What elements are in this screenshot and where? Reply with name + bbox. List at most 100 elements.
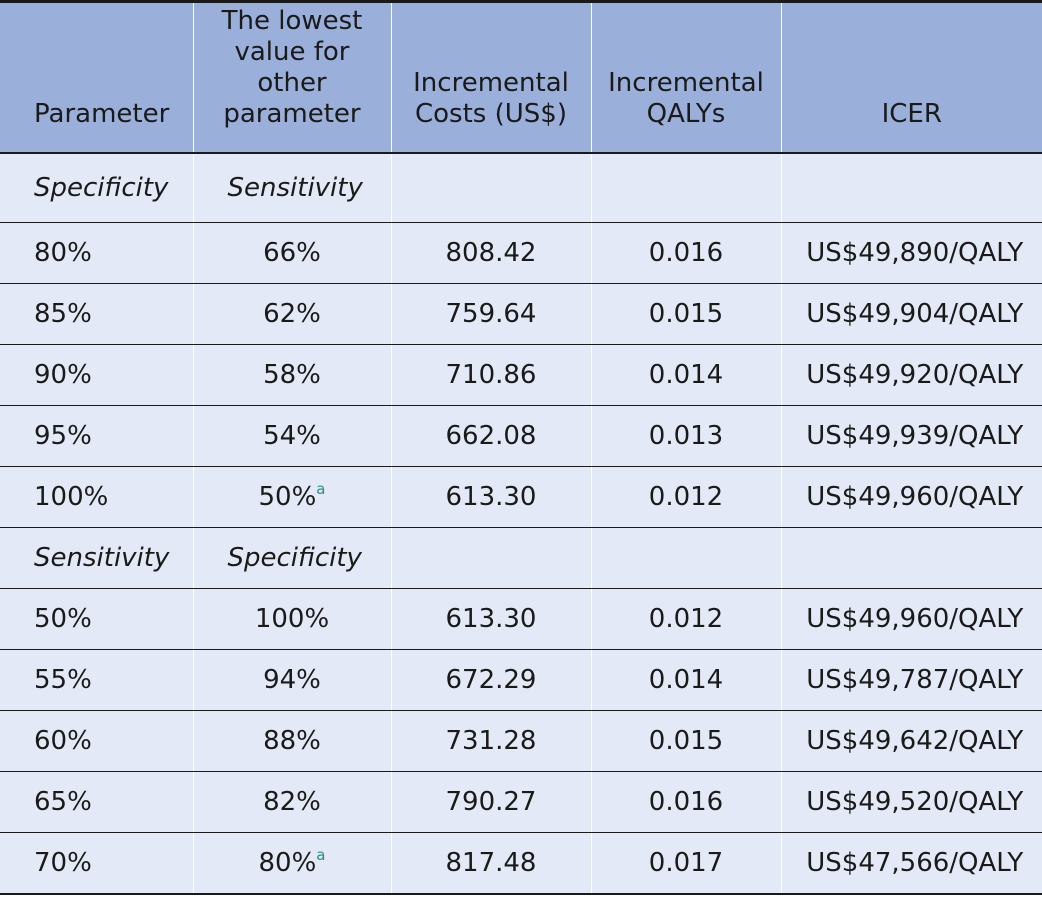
- header-incremental-qalys: Incremental QALYs: [590, 0, 781, 154]
- header-incremental-costs: Incremental Costs (US$): [390, 0, 591, 154]
- lowest-value-cell-text: 62%: [263, 299, 321, 329]
- parameter-cell: 65%: [0, 771, 193, 833]
- parameter-cell: 85%: [0, 283, 193, 345]
- table-row: 95% 54% 662.08 0.013 US$49,939/QALY: [0, 405, 1042, 467]
- lowest-value-cell-text: 54%: [263, 421, 321, 451]
- lowest-value-cell-text: 94%: [263, 665, 321, 695]
- parameter-cell: 100%: [0, 466, 193, 528]
- icer-cell-text: US$49,920/QALY: [806, 360, 1024, 390]
- header-row: Parameter The lowest value for other par…: [0, 0, 1042, 154]
- incremental-qalys-cell: 0.012: [590, 588, 781, 650]
- icer-cell-text: US$49,960/QALY: [806, 482, 1024, 512]
- table-row: 85% 62% 759.64 0.015 US$49,904/QALY: [0, 283, 1042, 345]
- footnote-marker[interactable]: a: [316, 845, 326, 864]
- incremental-qalys-cell-text: 0.015: [648, 726, 724, 756]
- incremental-costs-cell-text: 662.08: [445, 421, 537, 451]
- incremental-qalys-cell: 0.012: [590, 466, 781, 528]
- icer-cell: US$49,960/QALY: [780, 588, 1042, 650]
- table-row: 90% 58% 710.86 0.014 US$49,920/QALY: [0, 344, 1042, 406]
- lowest-value-cell: 62%: [192, 283, 391, 345]
- incremental-costs-cell: 731.28: [390, 710, 591, 772]
- incremental-qalys-cell: 0.015: [590, 283, 781, 345]
- parameter-cell-text: 95%: [34, 421, 92, 451]
- incremental-costs-cell: 710.86: [390, 344, 591, 406]
- icer-cell-text: US$49,960/QALY: [806, 604, 1024, 634]
- parameter-cell-text: 70%: [34, 847, 92, 878]
- icer-cell-text: US$47,566/QALY: [806, 847, 1024, 878]
- header-parameter: Parameter: [0, 0, 193, 154]
- table-row: 80% 66% 808.42 0.016 US$49,890/QALY: [0, 222, 1042, 284]
- incremental-qalys-cell: 0.017: [590, 832, 781, 895]
- incremental-costs-cell-text: 672.29: [445, 665, 537, 695]
- empty-cell: [590, 527, 781, 589]
- incremental-costs-cell: 817.48: [390, 832, 591, 895]
- incremental-costs-cell-text: 808.42: [445, 238, 537, 268]
- icer-cell: US$49,787/QALY: [780, 649, 1042, 711]
- incremental-costs-cell-text: 817.48: [445, 847, 537, 878]
- footnote-marker[interactable]: a: [316, 480, 326, 498]
- icer-cell: US$49,960/QALY: [780, 466, 1042, 528]
- parameter-cell-text: 65%: [34, 787, 92, 817]
- table-row: 55% 94% 672.29 0.014 US$49,787/QALY: [0, 649, 1042, 711]
- icer-cell-text: US$49,904/QALY: [806, 299, 1024, 329]
- lowest-value-cell: 50%a: [192, 466, 391, 528]
- table-row: 65% 82% 790.27 0.016 US$49,520/QALY: [0, 771, 1042, 833]
- lowest-value-cell-text: 82%: [263, 787, 321, 817]
- icer-cell: US$49,904/QALY: [780, 283, 1042, 345]
- header-icer: ICER: [780, 0, 1042, 154]
- incremental-qalys-cell: 0.015: [590, 710, 781, 772]
- lowest-value-cell: 100%: [192, 588, 391, 650]
- parameter-cell: 80%: [0, 222, 193, 284]
- lowest-value-cell: 82%: [192, 771, 391, 833]
- parameter-cell: 60%: [0, 710, 193, 772]
- incremental-costs-cell: 790.27: [390, 771, 591, 833]
- lowest-value-cell-text: 50%: [258, 482, 317, 512]
- incremental-costs-cell-text: 613.30: [445, 604, 537, 634]
- incremental-costs-cell-text: 613.30: [445, 482, 537, 512]
- table-row: 50% 100% 613.30 0.012 US$49,960/QALY: [0, 588, 1042, 650]
- incremental-qalys-cell-text: 0.012: [648, 604, 724, 634]
- incremental-costs-cell: 662.08: [390, 405, 591, 467]
- parameter-cell: 95%: [0, 405, 193, 467]
- empty-cell: [780, 527, 1042, 589]
- empty-cell: [390, 527, 591, 589]
- header-lowest-value: The lowest value for other parameter: [192, 0, 391, 154]
- icer-cell: US$49,890/QALY: [780, 222, 1042, 284]
- lowest-value-cell: 66%: [192, 222, 391, 284]
- table-row: 100% 50%a 613.30 0.012 US$49,960/QALY: [0, 466, 1042, 528]
- section-other-parameter-label: Sensitivity: [192, 152, 391, 223]
- lowest-value-cell: 80%a: [192, 832, 391, 895]
- lowest-value-cell: 88%: [192, 710, 391, 772]
- parameter-cell: 70%: [0, 832, 193, 895]
- incremental-costs-cell: 672.29: [390, 649, 591, 711]
- section-parameter-label: Sensitivity: [0, 527, 193, 589]
- section-subheader-row: Sensitivity Specificity: [0, 527, 1042, 589]
- section-other-parameter-label: Specificity: [192, 527, 391, 589]
- incremental-costs-cell-text: 759.64: [445, 299, 537, 329]
- incremental-qalys-cell-text: 0.014: [648, 360, 724, 390]
- incremental-costs-cell: 613.30: [390, 466, 591, 528]
- parameter-cell: 50%: [0, 588, 193, 650]
- parameter-cell-text: 80%: [34, 238, 92, 268]
- incremental-qalys-cell-text: 0.016: [648, 238, 724, 268]
- incremental-qalys-cell-text: 0.014: [648, 665, 724, 695]
- icer-cell: US$49,920/QALY: [780, 344, 1042, 406]
- icer-cell-text: US$49,890/QALY: [806, 238, 1024, 268]
- incremental-qalys-cell-text: 0.015: [648, 299, 724, 329]
- incremental-qalys-cell-text: 0.016: [648, 787, 724, 817]
- lowest-value-cell-text: 58%: [263, 360, 321, 390]
- table-row: 60% 88% 731.28 0.015 US$49,642/QALY: [0, 710, 1042, 772]
- section-parameter-label: Specificity: [0, 152, 193, 223]
- incremental-qalys-cell-text: 0.017: [648, 847, 724, 878]
- parameter-cell: 55%: [0, 649, 193, 711]
- lowest-value-cell: 94%: [192, 649, 391, 711]
- lowest-value-cell: 58%: [192, 344, 391, 406]
- icer-cell: US$49,520/QALY: [780, 771, 1042, 833]
- incremental-costs-cell-text: 790.27: [445, 787, 537, 817]
- icer-cell-text: US$49,520/QALY: [806, 787, 1024, 817]
- icer-cell-text: US$49,787/QALY: [806, 665, 1024, 695]
- empty-cell: [780, 152, 1042, 223]
- incremental-qalys-cell-text: 0.012: [648, 482, 724, 512]
- incremental-costs-cell: 808.42: [390, 222, 591, 284]
